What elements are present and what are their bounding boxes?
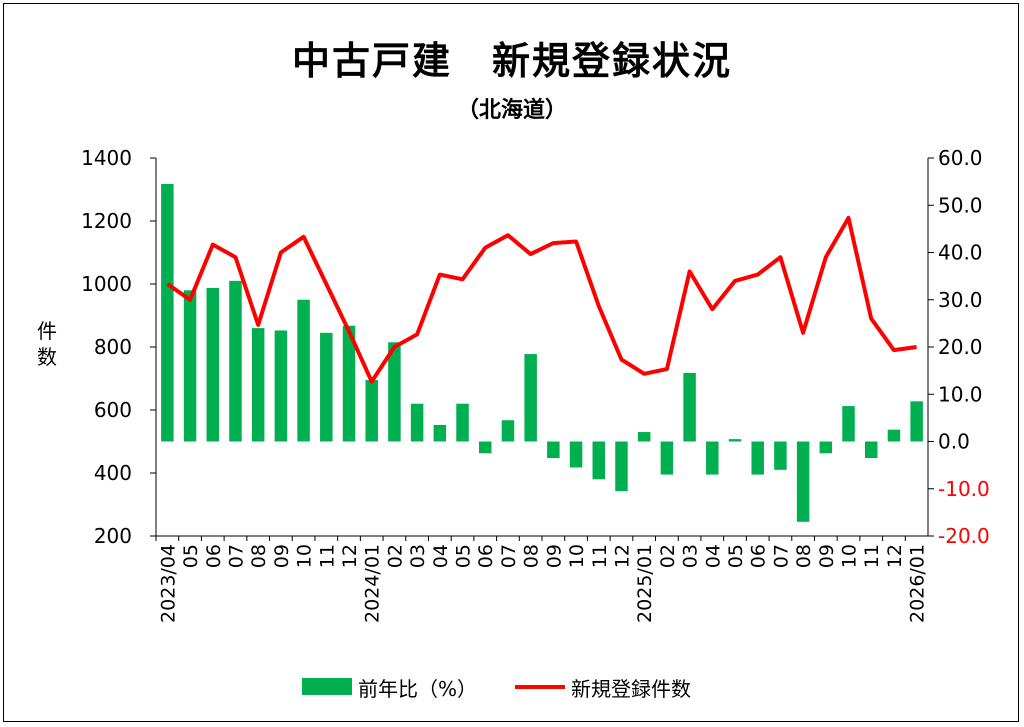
bar-yoy [796,441,810,522]
bar-yoy [297,299,310,442]
x-tick-label: 09 [271,544,293,568]
line-new-listings [166,215,917,384]
x-tick-label: 06 [475,544,497,568]
bar-yoy [274,330,288,442]
legend-bar-swatch [302,678,352,695]
bar-yoy [728,439,742,442]
bar-yoy [660,441,674,475]
x-tick-label: 04 [430,544,452,568]
right-tick-label: -10.0 [938,477,990,501]
bar-yoy [342,325,356,442]
right-tick-label: -20.0 [938,524,990,548]
left-tick-label: 200 [94,524,132,548]
x-tick-label: 07 [498,544,520,568]
bar-yoy [774,441,787,470]
left-tick-label: 400 [94,461,132,485]
chart-subtitle: （北海道） [456,98,567,123]
x-tick-label: 12 [611,544,633,568]
x-tick-label: 06 [748,544,770,568]
bar-yoy [161,183,174,442]
bar-yoy [706,441,719,475]
bar-yoy [388,342,401,442]
x-tick-label: 11 [861,544,883,568]
bar-yoy [547,441,560,459]
left-tick-label: 800 [94,335,132,359]
bar-yoy [478,441,492,454]
bar-yoy [842,406,855,442]
right-tick-label: 0.0 [938,430,970,454]
bar-yoy [592,441,606,480]
x-tick-label: 02 [384,544,406,568]
chart-title: 中古戸建 新規登録状況 [291,39,732,83]
left-axis-label: 件数 [37,319,57,369]
x-tick-label: 2025/01 [634,544,656,623]
x-tick-label: 2023/04 [157,544,179,623]
legend-line-swatch [515,685,565,689]
bar-yoy [183,290,197,442]
x-tick-label: 07 [770,544,792,568]
left-tick-label: 600 [94,398,132,422]
left-tick-label: 1000 [81,272,132,296]
x-tick-label: 10 [839,544,861,568]
right-tick-label: 10.0 [938,382,983,406]
x-tick-label: 04 [702,544,724,568]
x-tick-label: 08 [521,544,543,568]
x-tick-label: 02 [657,544,679,568]
x-tick-label: 10 [566,544,588,568]
x-tick-label: 05 [180,544,202,568]
bar-yoy [501,420,515,442]
x-tick-label: 11 [589,544,611,568]
x-tick-label: 05 [453,544,475,568]
legend-line-label: 新規登録件数 [571,677,691,701]
x-tick-label: 2024/01 [362,544,384,623]
bar-yoy [206,287,220,442]
bar-yoy [683,372,696,442]
x-tick-label: 09 [543,544,565,568]
x-tick-label: 08 [793,544,815,568]
bar-yoy [864,441,878,459]
left-tick-label: 1200 [81,209,132,233]
legend: 前年比（%） 新規登録件数 [0,672,1024,702]
legend-bar-label: 前年比（%） [358,677,478,701]
x-tick-label: 10 [294,544,316,568]
x-tick-label: 08 [248,544,270,568]
x-tick-label: 03 [680,544,702,568]
bar-yoy [524,354,537,442]
bar-yoy [615,441,628,492]
bar-yoy [887,429,901,442]
bar-yoy [433,424,447,442]
left-tick-label: 1400 [81,146,132,170]
bar-yoy [410,403,424,442]
x-tick-label: 09 [816,544,838,568]
right-tick-label: 40.0 [938,241,983,265]
bar-yoy [637,432,651,442]
right-tick-label: 20.0 [938,335,983,359]
bar-yoy [751,441,764,475]
bar-yoy [569,441,583,468]
bar-yoy [365,380,378,442]
right-tick-label: 30.0 [938,288,983,312]
bar-yoy [320,332,333,442]
x-tick-label: 06 [203,544,225,568]
x-tick-label: 03 [407,544,429,568]
x-tick-label: 11 [316,544,338,568]
x-tick-label: 05 [725,544,747,568]
bar-yoy [819,441,833,454]
bar-yoy [229,280,242,442]
bar-yoy [910,401,923,442]
bar-yoy [456,403,469,442]
x-tick-label: 2026/01 [907,544,929,623]
right-tick-label: 50.0 [938,193,983,217]
bar-yoy [251,328,265,442]
x-tick-label: 12 [339,544,361,568]
x-tick-label: 12 [884,544,906,568]
right-tick-label: 60.0 [938,146,983,170]
x-tick-label: 07 [225,544,247,568]
